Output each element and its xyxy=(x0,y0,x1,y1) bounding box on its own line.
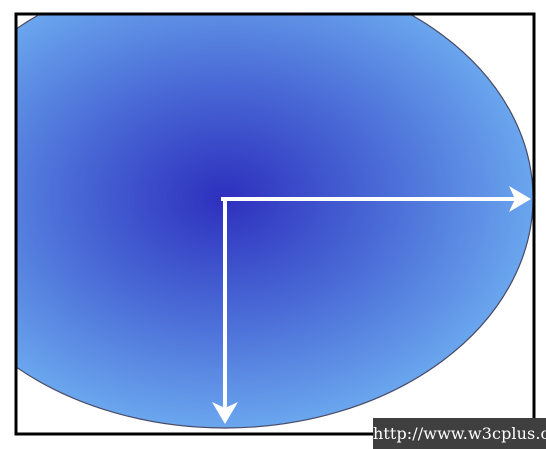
vertical-radius-arrow xyxy=(212,197,238,424)
watermark-label: http://www.w3cplus.com xyxy=(373,418,546,449)
vertical-arrowhead-icon xyxy=(212,402,238,424)
horizontal-arrowhead-icon xyxy=(509,186,531,212)
gradient-ellipse xyxy=(16,14,534,429)
horizontal-radius-arrow xyxy=(221,186,531,212)
bounding-box-frame xyxy=(14,12,536,436)
